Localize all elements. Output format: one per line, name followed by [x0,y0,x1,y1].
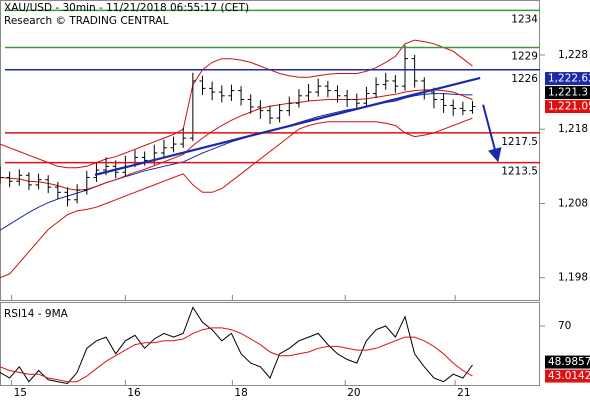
y-tick-label: 1,208 [558,197,588,209]
price-marker-label: 1,222.62 [548,73,590,85]
x-tick-label: 16 [127,387,141,399]
price-marker [545,355,590,369]
rsi-line [0,327,473,383]
y-tick-label: 1,228 [558,49,588,61]
y-tick-label: 1,198 [558,272,588,284]
x-tick-label: 21 [457,387,470,399]
x-tick-label: 18 [234,387,247,399]
rsi-line [0,306,473,385]
level-label: 1213.5 [501,166,538,178]
price-marker [545,100,590,114]
level-label: 1229 [511,51,538,63]
level-label: 1234 [511,13,538,25]
price-marker-label: 1,221.3 [548,87,588,99]
forecast-arrow [482,104,502,163]
overlay-line [0,39,473,169]
price-marker-label: 43.0142 [548,370,590,382]
level-label: 1217.5 [501,136,538,148]
overlay-line [0,117,473,279]
price-marker-label: 1,221.05 [548,101,590,113]
price-marker-label: 48.9857 [548,356,590,368]
price-marker [545,72,590,86]
y-tick-label: 70 [558,320,571,332]
chart-subtitle: Research © TRADING CENTRAL [4,15,169,27]
x-tick-label: 20 [347,387,360,399]
trendline [94,76,481,176]
x-tick-label: 15 [14,387,27,399]
rsi-title: RSI14 - 9MA [4,308,69,320]
chart-title: XAU/USD - 30min - 11/21/2018 06:55:17 (C… [4,2,249,14]
main-panel [0,0,540,301]
price-marker [545,86,590,100]
price-marker [545,369,590,383]
y-tick-label: 1,218 [558,123,588,135]
rsi-panel [0,302,540,386]
level-label: 1226 [511,73,538,85]
